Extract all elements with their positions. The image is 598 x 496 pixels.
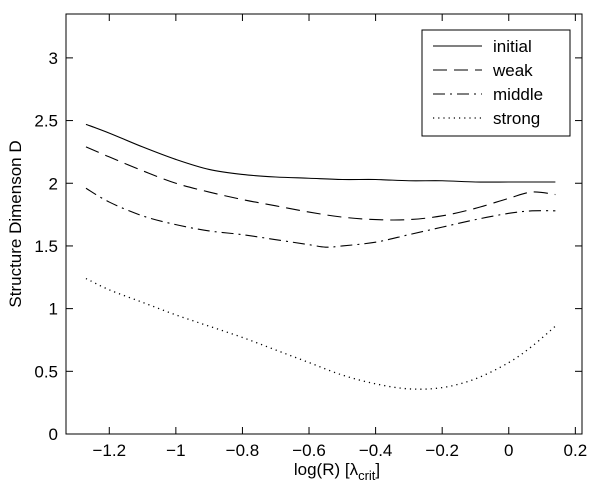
y-tick-label: 1 xyxy=(49,300,58,319)
series-line-middle xyxy=(85,187,556,248)
ticks-layer: −1.2 −1 −0.8 −0.6 −0.4 −0.2 0 0.2 0 0.5 1 1.5 2 2.5 3 xyxy=(34,14,587,460)
legend-label-strong: strong xyxy=(493,109,540,128)
legend-label-weak: weak xyxy=(492,61,533,80)
plot-frame xyxy=(65,13,583,435)
legend-items: initial weak middle strong xyxy=(433,37,543,128)
legend-label-initial: initial xyxy=(493,37,532,56)
y-tick-label: 2 xyxy=(49,174,58,193)
x-axis-title-subscript: crit xyxy=(358,468,376,483)
y-tick-label: 0.5 xyxy=(34,362,58,381)
legend-label-middle: middle xyxy=(493,85,543,104)
series-line-initial xyxy=(85,123,556,183)
y-axis-title: Structure Dimenson D xyxy=(6,140,25,307)
x-axis-title: log(R) [λcrit] xyxy=(294,460,380,483)
x-tick-label: −1.2 xyxy=(92,441,126,460)
x-tick-label: −0.8 xyxy=(226,441,260,460)
legend: initial weak middle strong xyxy=(421,29,571,137)
x-tick-label: −0.2 xyxy=(425,441,459,460)
y-tick-label: 1.5 xyxy=(34,237,58,256)
x-tick-label: −0.6 xyxy=(292,441,326,460)
y-tick-label: 3 xyxy=(49,49,58,68)
legend-box xyxy=(421,29,571,137)
x-tick-label: −0.4 xyxy=(359,441,393,460)
y-tick-label: 0 xyxy=(49,425,58,444)
x-tick-label: 0.2 xyxy=(564,441,588,460)
series-layer xyxy=(85,123,556,390)
x-tick-label: 0 xyxy=(504,441,513,460)
x-tick-label: −1 xyxy=(166,441,185,460)
y-tick-label: 2.5 xyxy=(34,112,58,131)
